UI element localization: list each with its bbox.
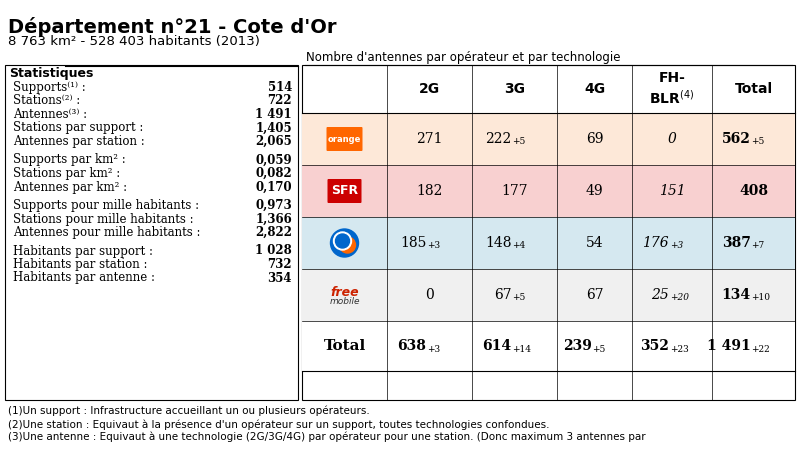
Text: Nombre d'antennes par opérateur et par technologie: Nombre d'antennes par opérateur et par t…: [306, 51, 621, 64]
Text: 49: 49: [586, 184, 603, 198]
Text: Stations⁽²⁾ :: Stations⁽²⁾ :: [13, 94, 80, 108]
Text: 722: 722: [267, 94, 292, 108]
Text: free: free: [330, 287, 359, 300]
Text: Total: Total: [323, 339, 366, 353]
Text: 177: 177: [501, 184, 528, 198]
Bar: [302, 269, 795, 321]
Text: 67: 67: [586, 288, 603, 302]
Text: 134: 134: [722, 288, 750, 302]
Text: +3: +3: [427, 345, 441, 354]
Text: 69: 69: [586, 132, 603, 146]
FancyBboxPatch shape: [327, 179, 362, 203]
Text: Antennes⁽³⁾ :: Antennes⁽³⁾ :: [13, 108, 87, 121]
Text: +5: +5: [593, 345, 606, 354]
Text: 8 763 km² - 528 403 habitants (2013): 8 763 km² - 528 403 habitants (2013): [8, 35, 260, 48]
Text: 1 491: 1 491: [255, 108, 292, 121]
Text: 3G: 3G: [504, 82, 525, 96]
FancyBboxPatch shape: [302, 65, 795, 400]
Text: 182: 182: [416, 184, 442, 198]
Text: (1)Un support : Infrastructure accueillant un ou plusieurs opérateurs.: (1)Un support : Infrastructure accueilla…: [8, 406, 370, 417]
Text: +20: +20: [670, 293, 689, 302]
Text: +5: +5: [513, 138, 526, 147]
Text: 2,822: 2,822: [255, 226, 292, 239]
Text: 514: 514: [268, 81, 292, 94]
Text: Stations par support :: Stations par support :: [13, 122, 143, 135]
Text: 54: 54: [586, 236, 603, 250]
Circle shape: [330, 229, 358, 257]
Text: +10: +10: [751, 293, 770, 302]
Text: +22: +22: [751, 345, 770, 354]
Text: +23: +23: [670, 345, 689, 354]
Text: 562: 562: [722, 132, 750, 146]
Text: 387: 387: [722, 236, 750, 250]
Text: Stations par km² :: Stations par km² :: [13, 167, 120, 180]
Text: 638: 638: [398, 339, 426, 353]
Text: 185: 185: [400, 236, 426, 250]
Text: (3)Une antenne : Equivaut à une technologie (2G/3G/4G) par opérateur pour une st: (3)Une antenne : Equivaut à une technolo…: [8, 432, 646, 442]
Text: 151: 151: [658, 184, 686, 198]
Text: 2G: 2G: [419, 82, 440, 96]
Text: mobile: mobile: [330, 297, 360, 306]
Text: 0,973: 0,973: [255, 199, 292, 212]
Bar: [302, 321, 795, 371]
Text: 4G: 4G: [584, 82, 605, 96]
Text: Total: Total: [734, 82, 773, 96]
Text: Habitants par support :: Habitants par support :: [13, 244, 153, 257]
Circle shape: [334, 232, 351, 250]
Text: SFR: SFR: [331, 184, 358, 198]
Text: 1,366: 1,366: [255, 212, 292, 225]
Text: Supports par km² :: Supports par km² :: [13, 153, 126, 166]
Text: +4: +4: [513, 242, 526, 251]
Text: 352: 352: [640, 339, 669, 353]
Text: FH-
BLR$^{(4)}$: FH- BLR$^{(4)}$: [650, 71, 694, 107]
Bar: [302, 217, 795, 269]
Text: 0: 0: [667, 132, 677, 146]
Text: 354: 354: [267, 271, 292, 284]
FancyBboxPatch shape: [5, 65, 298, 400]
Text: +3: +3: [427, 242, 441, 251]
Text: 732: 732: [267, 258, 292, 271]
Text: +7: +7: [751, 242, 765, 251]
Text: 67: 67: [494, 288, 511, 302]
Text: 0: 0: [425, 288, 434, 302]
Text: 0,059: 0,059: [255, 153, 292, 166]
Text: +14: +14: [513, 345, 531, 354]
Text: 1 028: 1 028: [255, 244, 292, 257]
Text: Stations pour mille habitants :: Stations pour mille habitants :: [13, 212, 194, 225]
Text: Département n°21 - Cote d'Or: Département n°21 - Cote d'Or: [8, 17, 337, 37]
Text: 0,082: 0,082: [255, 167, 292, 180]
Text: 0,170: 0,170: [255, 180, 292, 194]
Text: 176: 176: [642, 236, 669, 250]
Bar: [302, 165, 795, 217]
Text: Supports⁽¹⁾ :: Supports⁽¹⁾ :: [13, 81, 86, 94]
Circle shape: [339, 237, 355, 253]
Text: 25: 25: [651, 288, 669, 302]
Circle shape: [335, 234, 350, 248]
Text: 239: 239: [562, 339, 591, 353]
Text: +5: +5: [751, 138, 765, 147]
Text: 148: 148: [485, 236, 511, 250]
Text: +3: +3: [670, 242, 683, 251]
Text: 2,065: 2,065: [255, 135, 292, 148]
Text: Habitants par antenne :: Habitants par antenne :: [13, 271, 155, 284]
Bar: [302, 113, 795, 165]
Text: Habitants par station :: Habitants par station :: [13, 258, 147, 271]
Text: Statistiques: Statistiques: [9, 67, 94, 80]
Text: 614: 614: [482, 339, 511, 353]
Text: 271: 271: [416, 132, 442, 146]
Text: Antennes pour mille habitants :: Antennes pour mille habitants :: [13, 226, 201, 239]
Text: 1 491: 1 491: [706, 339, 750, 353]
Text: 1,405: 1,405: [255, 122, 292, 135]
Text: Antennes par station :: Antennes par station :: [13, 135, 145, 148]
Text: 222: 222: [486, 132, 511, 146]
Text: Antennes par km² :: Antennes par km² :: [13, 180, 127, 194]
Text: (2)Une station : Equivaut à la présence d'un opérateur sur un support, toutes te: (2)Une station : Equivaut à la présence …: [8, 419, 550, 429]
FancyBboxPatch shape: [326, 127, 362, 151]
Text: Supports pour mille habitants :: Supports pour mille habitants :: [13, 199, 199, 212]
Text: orange: orange: [328, 135, 361, 144]
Text: 408: 408: [739, 184, 768, 198]
Text: +5: +5: [513, 293, 526, 302]
